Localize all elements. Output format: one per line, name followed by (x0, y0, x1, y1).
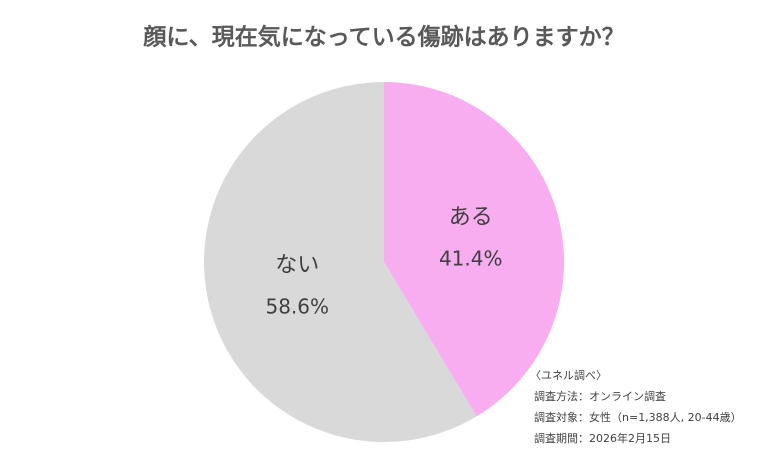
footnote: 〈ユネル調べ〉 (530, 368, 607, 382)
chart-title: 顔に、現在気になっている傷跡はありますか？ (142, 24, 624, 51)
slice-label: ない (275, 253, 319, 278)
footnote: 調査方法：オンライン調査 (534, 389, 666, 403)
pie-slice (204, 82, 477, 442)
footnote: 調査対象：女性（n=1,388人, 20-44歳） (534, 410, 742, 424)
slice-label: ある (449, 205, 493, 230)
value-label: 41.4% (439, 246, 503, 270)
value-label: 58.6% (265, 295, 329, 319)
footnote: 調査期間：2026年2月15日 (534, 431, 671, 445)
pie-slice (384, 82, 565, 417)
